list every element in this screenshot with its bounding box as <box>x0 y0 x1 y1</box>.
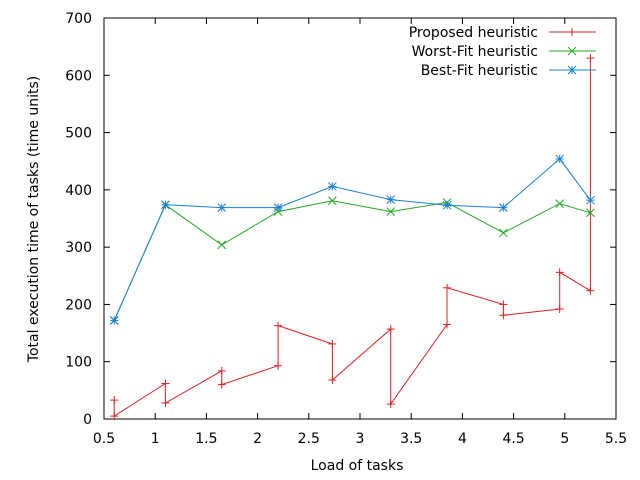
data-point <box>328 339 337 348</box>
data-point <box>586 286 595 295</box>
data-point <box>109 316 119 325</box>
data-point <box>586 208 595 218</box>
data-point <box>568 28 576 36</box>
chart-legend: Proposed heuristic Worst-Fit heuristic Bes… <box>409 25 596 79</box>
data-point <box>586 195 595 205</box>
y-tick-label: 600 <box>65 68 92 84</box>
data-point <box>555 199 565 208</box>
x-axis-label: Load of tasks <box>311 458 404 474</box>
legend-item: Best-Fit heuristic <box>421 63 596 79</box>
data-point <box>161 200 170 210</box>
plot-frame <box>103 17 617 420</box>
x-tick-label: 0.5 <box>93 431 115 447</box>
data-series <box>109 54 595 421</box>
data-point <box>217 366 226 375</box>
data-point <box>586 54 595 63</box>
series-line <box>113 158 591 321</box>
data-point <box>386 325 395 334</box>
data-point <box>217 240 227 250</box>
data-point <box>327 182 337 191</box>
y-tick-label: 200 <box>65 297 92 313</box>
x-tick-label: 4.5 <box>502 431 524 447</box>
data-point <box>499 203 508 212</box>
x-tick-label: 1.5 <box>195 431 217 447</box>
marker-stroke <box>386 207 396 216</box>
marker-stroke <box>499 228 508 238</box>
data-point <box>161 398 170 407</box>
data-point <box>555 268 564 277</box>
data-point <box>274 361 283 370</box>
series-best-fit-heuristic <box>109 154 595 325</box>
data-point <box>386 207 396 216</box>
marker-stroke <box>327 182 337 191</box>
data-point <box>328 376 337 385</box>
data-point <box>443 320 452 329</box>
data-point <box>443 283 452 292</box>
x-tick-label: 5.5 <box>605 431 627 447</box>
marker-stroke <box>217 240 227 250</box>
legend-label: Best-Fit heuristic <box>421 63 538 79</box>
data-point <box>110 396 119 405</box>
y-tick-label: 500 <box>65 126 92 142</box>
data-point <box>161 379 170 388</box>
marker-stroke <box>586 208 595 218</box>
marker-stroke <box>217 203 227 212</box>
data-point <box>555 305 564 314</box>
series-line <box>113 200 591 321</box>
data-point <box>274 321 283 330</box>
x-tick-label: 2.5 <box>298 431 320 447</box>
data-point <box>273 203 283 212</box>
marker-stroke <box>586 195 595 205</box>
x-tick-label: 2 <box>253 431 262 447</box>
legend-label: Worst-Fit heuristic <box>412 44 538 60</box>
data-point <box>499 311 508 320</box>
marker-stroke <box>161 200 170 210</box>
plot-axes: 0.5 1 1.5 2 2.5 3 3.5 4 4.5 5 5.5 0 100 200 300 400 500 6… <box>65 11 627 447</box>
x-tick-label: 4 <box>458 431 467 447</box>
marker-stroke <box>555 199 565 208</box>
y-tick-label: 0 <box>83 412 92 428</box>
marker-stroke <box>442 200 452 210</box>
legend-item: Proposed heuristic <box>409 25 596 41</box>
series-worst-fit-heuristic <box>109 196 595 325</box>
x-tick-label: 5 <box>560 431 569 447</box>
data-point <box>555 154 565 164</box>
data-point <box>567 65 577 75</box>
legend-label: Proposed heuristic <box>409 25 538 41</box>
x-tick-label: 1 <box>151 431 160 447</box>
data-point <box>499 228 508 238</box>
x-tick-label: 3 <box>356 431 365 447</box>
x-tick-label: 3.5 <box>400 431 422 447</box>
marker-stroke <box>327 196 337 206</box>
marker-stroke <box>386 195 396 204</box>
y-tick-label: 400 <box>65 183 92 199</box>
data-point <box>442 200 452 210</box>
marker-stroke <box>555 154 565 164</box>
legend-item: Worst-Fit heuristic <box>412 44 596 60</box>
data-point <box>327 196 337 206</box>
data-point <box>273 207 283 216</box>
y-tick-label: 100 <box>65 355 92 371</box>
marker-stroke <box>567 65 577 75</box>
data-point <box>567 46 577 56</box>
y-axis-label: Total execution time of tasks (time unit… <box>26 76 42 363</box>
marker-stroke <box>109 316 119 325</box>
data-point <box>110 412 119 421</box>
series-line <box>113 58 591 418</box>
data-point <box>499 300 508 309</box>
marker-stroke <box>273 207 283 216</box>
data-point <box>217 380 226 389</box>
y-tick-label: 700 <box>65 11 92 27</box>
marker-stroke <box>567 46 577 56</box>
marker-stroke <box>499 203 508 212</box>
marker-stroke <box>273 203 283 212</box>
data-point <box>386 400 395 409</box>
y-tick-label: 300 <box>65 240 92 256</box>
data-point <box>217 203 227 212</box>
series-proposed-heuristic <box>110 54 595 421</box>
data-point <box>386 195 396 204</box>
